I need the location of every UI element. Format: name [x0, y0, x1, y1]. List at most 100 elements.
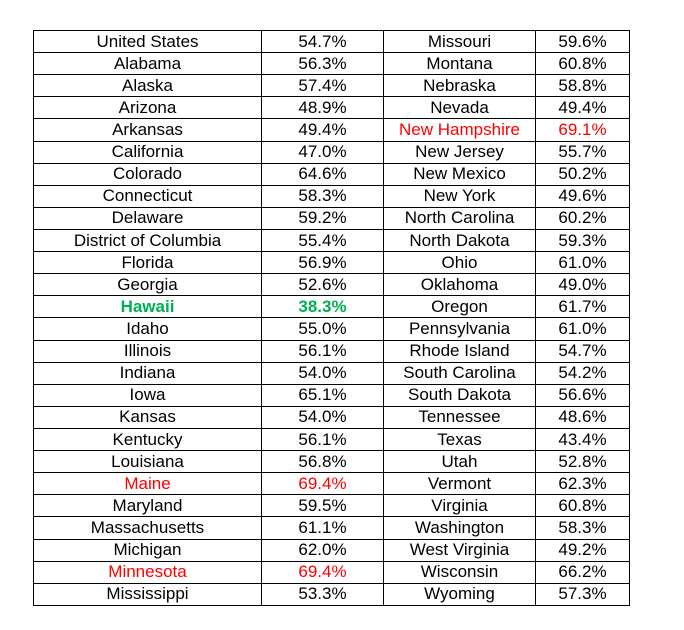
state-name-cell: Minnesota	[33, 560, 262, 584]
table-row: Minnesota 69.4% Wisconsin 66.2%	[33, 560, 630, 584]
percentage-cell: 56.6%	[535, 383, 630, 407]
percentage-cell: 43.4%	[535, 427, 630, 452]
percentage-cell: 57.4%	[261, 74, 384, 98]
percentage-cell: 66.2%	[535, 560, 630, 584]
table-body: United States 54.7% Missouri 59.6% Alabama 56…	[33, 29, 630, 606]
percentage-cell: 49.0%	[535, 273, 630, 297]
state-name-cell: West Virginia	[383, 538, 536, 562]
table-row: Florida 56.9% Ohio 61.0%	[33, 251, 630, 275]
percentage-cell: 48.6%	[535, 405, 630, 429]
state-name-cell: New Mexico	[383, 162, 536, 186]
table-row: Arkansas 49.4% New Hampshire 69.1%	[33, 118, 630, 142]
table-row: Illinois 56.1% Rhode Island 54.7%	[33, 339, 630, 363]
percentage-cell: 55.0%	[261, 317, 384, 341]
table-row: Hawaii 38.3% Oregon 61.7%	[33, 295, 630, 319]
table-row: Delaware 59.2% North Carolina 60.2%	[33, 206, 630, 230]
state-name-cell: Massachusetts	[33, 516, 262, 540]
percentage-cell: 55.7%	[535, 140, 630, 164]
table-row: Kentucky 56.1% Texas 43.4%	[33, 427, 630, 452]
state-name-cell: Alaska	[33, 74, 262, 98]
state-name-cell: South Carolina	[383, 361, 536, 385]
percentage-cell: 38.3%	[261, 295, 384, 319]
state-name-cell: Maine	[33, 472, 262, 496]
state-name-cell: Nevada	[383, 96, 536, 120]
state-name-cell: Mississippi	[33, 582, 262, 606]
percentage-cell: 49.6%	[535, 184, 630, 208]
state-name-cell: Kansas	[33, 405, 262, 429]
table-row: Massachusetts 61.1% Washington 58.3%	[33, 516, 630, 540]
table-row: Mississippi 53.3% Wyoming 57.3%	[33, 582, 630, 606]
table-row: Louisiana 56.8% Utah 52.8%	[33, 450, 630, 474]
state-name-cell: Wyoming	[383, 582, 536, 606]
percentage-cell: 69.1%	[535, 118, 630, 142]
percentage-cell: 65.1%	[261, 383, 384, 407]
table-row: Indiana 54.0% South Carolina 54.2%	[33, 361, 630, 385]
percentage-cell: 52.6%	[261, 273, 384, 297]
percentage-cell: 50.2%	[535, 162, 630, 186]
state-name-cell: New Hampshire	[383, 118, 536, 142]
state-name-cell: Ohio	[383, 251, 536, 275]
state-name-cell: South Dakota	[383, 383, 536, 407]
percentage-cell: 62.3%	[535, 472, 630, 496]
state-name-cell: Virginia	[383, 494, 536, 518]
state-name-cell: District of Columbia	[33, 228, 262, 253]
state-name-cell: United States	[33, 29, 262, 54]
state-name-cell: Connecticut	[33, 184, 262, 208]
table-row: Iowa 65.1% South Dakota 56.6%	[33, 383, 630, 407]
percentage-cell: 58.3%	[261, 184, 384, 208]
percentage-cell: 47.0%	[261, 140, 384, 164]
percentage-cell: 58.8%	[535, 74, 630, 98]
percentage-cell: 52.8%	[535, 450, 630, 474]
percentage-cell: 64.6%	[261, 162, 384, 186]
percentage-cell: 58.3%	[535, 516, 630, 540]
percentage-cell: 59.2%	[261, 206, 384, 230]
state-name-cell: Delaware	[33, 206, 262, 230]
state-name-cell: Arkansas	[33, 118, 262, 142]
percentage-cell: 60.2%	[535, 206, 630, 230]
percentage-cell: 49.4%	[261, 118, 384, 142]
table-row: Kansas 54.0% Tennessee 48.6%	[33, 405, 630, 429]
state-name-cell: Washington	[383, 516, 536, 540]
percentage-cell: 54.7%	[261, 29, 384, 54]
state-name-cell: Nebraska	[383, 74, 536, 98]
percentage-cell: 57.3%	[535, 582, 630, 606]
percentage-cell: 61.0%	[535, 317, 630, 341]
state-name-cell: Vermont	[383, 472, 536, 496]
state-name-cell: Maryland	[33, 494, 262, 518]
percentage-cell: 56.3%	[261, 52, 384, 76]
state-name-cell: Montana	[383, 52, 536, 76]
table-row: Alabama 56.3% Montana 60.8%	[33, 52, 630, 76]
percentage-cell: 55.4%	[261, 228, 384, 253]
state-name-cell: Idaho	[33, 317, 262, 341]
percentage-cell: 48.9%	[261, 96, 384, 120]
percentage-cell: 60.8%	[535, 494, 630, 518]
state-name-cell: Rhode Island	[383, 339, 536, 363]
percentage-cell: 56.1%	[261, 427, 384, 452]
state-name-cell: Michigan	[33, 538, 262, 562]
state-name-cell: Georgia	[33, 273, 262, 297]
percentage-cell: 54.2%	[535, 361, 630, 385]
state-percentage-table: United States 54.7% Missouri 59.6% Alabama 56…	[33, 29, 630, 606]
table-row: Maine 69.4% Vermont 62.3%	[33, 472, 630, 496]
state-name-cell: Hawaii	[33, 295, 262, 319]
percentage-cell: 69.4%	[261, 472, 384, 496]
state-name-cell: North Carolina	[383, 206, 536, 230]
table-row: Arizona 48.9% Nevada 49.4%	[33, 96, 630, 120]
state-name-cell: Utah	[383, 450, 536, 474]
state-name-cell: Illinois	[33, 339, 262, 363]
state-name-cell: North Dakota	[383, 228, 536, 253]
percentage-cell: 53.3%	[261, 582, 384, 606]
table-row: Georgia 52.6% Oklahoma 49.0%	[33, 273, 630, 297]
table-row: District of Columbia 55.4% North Dakota 59.…	[33, 228, 630, 253]
percentage-cell: 49.2%	[535, 538, 630, 562]
percentage-cell: 54.7%	[535, 339, 630, 363]
state-name-cell: California	[33, 140, 262, 164]
percentage-cell: 59.5%	[261, 494, 384, 518]
table-row: Connecticut 58.3% New York 49.6%	[33, 184, 630, 208]
percentage-cell: 56.1%	[261, 339, 384, 363]
percentage-cell: 62.0%	[261, 538, 384, 562]
table-row: Michigan 62.0% West Virginia 49.2%	[33, 538, 630, 562]
state-name-cell: Tennessee	[383, 405, 536, 429]
state-name-cell: Pennsylvania	[383, 317, 536, 341]
state-name-cell: Alabama	[33, 52, 262, 76]
